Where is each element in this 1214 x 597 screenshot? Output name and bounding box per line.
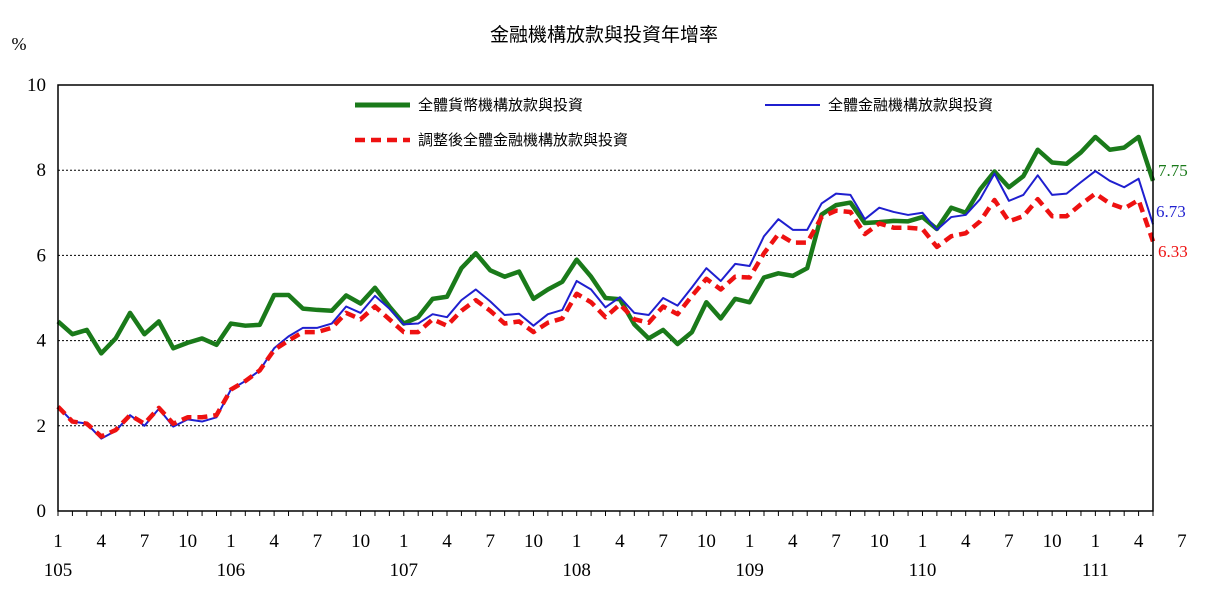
y-tick-label-10: 10: [27, 75, 46, 96]
y-axis-unit: %: [12, 34, 27, 54]
x-month-labels: 1471014710147101471014710147101471014: [53, 531, 1187, 552]
x-month-label: 1: [399, 531, 409, 552]
x-tick-marks: [57, 511, 1154, 516]
plot-frame: [57, 84, 1154, 512]
x-month-label: 10: [697, 531, 716, 552]
x-month-label: 4: [1134, 531, 1144, 552]
x-month-label: 7: [658, 531, 668, 552]
legend-label-blue: 全體金融機構放款與投資: [828, 96, 993, 114]
x-month-label: 4: [961, 531, 971, 552]
x-month-label: 10: [870, 531, 889, 552]
x-month-label: 7: [1177, 531, 1187, 552]
y-tick-label-6: 6: [37, 245, 47, 266]
x-month-label: 1: [745, 531, 755, 552]
x-year-label-110: 110: [909, 560, 937, 581]
y-tick-label-0: 0: [37, 501, 47, 522]
x-month-label: 1: [226, 531, 236, 552]
end-label-0: 7.75: [1158, 161, 1188, 180]
x-month-label: 10: [524, 531, 543, 552]
x-month-label: 7: [831, 531, 841, 552]
series-lines: [56, 134, 1156, 440]
x-month-label: 4: [269, 531, 279, 552]
chart-title: 金融機構放款與投資年增率: [490, 24, 718, 46]
x-month-label: 7: [1004, 531, 1014, 552]
x-month-label: 7: [485, 531, 495, 552]
x-year-label-108: 108: [562, 560, 591, 581]
end-label-2: 6.33: [1158, 242, 1188, 261]
x-year-label-105: 105: [44, 560, 73, 581]
x-month-label: 1: [1091, 531, 1101, 552]
legend-label-green: 全體貨幣機構放款與投資: [418, 96, 583, 114]
x-month-label: 10: [1043, 531, 1062, 552]
legend: 全體貨幣機構放款與投資 全體金融機構放款與投資 調整後全體金融機構放款與投資: [355, 96, 993, 149]
x-month-label: 1: [572, 531, 582, 552]
series-end-labels: 7.75 6.73 6.33: [1156, 161, 1188, 261]
x-year-label-111: 111: [1082, 560, 1109, 581]
x-year-labels: 105 106 107 108 109 110 111: [44, 560, 1109, 581]
y-tick-label-4: 4: [37, 331, 47, 352]
gridlines: [58, 169, 1153, 427]
x-month-label: 4: [788, 531, 798, 552]
legend-label-red: 調整後全體金融機構放款與投資: [418, 131, 628, 149]
x-month-label: 4: [615, 531, 625, 552]
x-year-label-107: 107: [390, 560, 419, 581]
x-year-label-106: 106: [217, 560, 246, 581]
x-month-label: 10: [178, 531, 197, 552]
y-tick-labels: 0 2 4 6 8 10: [27, 75, 47, 522]
series-line-1: [57, 170, 1154, 440]
x-month-label: 4: [96, 531, 106, 552]
x-month-label: 1: [918, 531, 928, 552]
y-tick-label-2: 2: [37, 416, 47, 437]
series-line-2: [56, 191, 1156, 439]
x-month-label: 1: [53, 531, 63, 552]
x-year-label-109: 109: [735, 560, 764, 581]
y-tick-label-8: 8: [37, 160, 47, 181]
x-month-label: 4: [442, 531, 452, 552]
end-label-1: 6.73: [1156, 202, 1186, 221]
x-month-label: 7: [313, 531, 323, 552]
series-line-0: [56, 134, 1156, 356]
x-month-label: 7: [140, 531, 150, 552]
x-month-label: 10: [351, 531, 370, 552]
